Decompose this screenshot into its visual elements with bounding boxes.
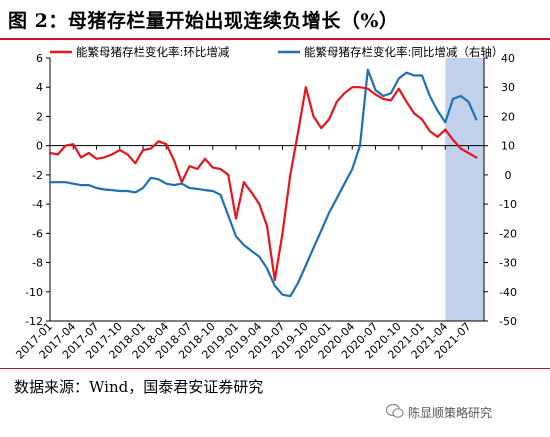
wechat-icon — [386, 403, 404, 418]
right-tick-label: 40 — [501, 52, 515, 65]
shaded-region — [445, 58, 484, 321]
right-tick-label: -50 — [499, 315, 517, 328]
right-tick-label: 10 — [501, 140, 515, 153]
shaded-region-layer — [445, 58, 484, 321]
series-line-left — [48, 86, 478, 282]
left-tick-label: 0 — [36, 140, 43, 153]
right-tick-label: -40 — [499, 286, 517, 299]
legend-label: 能繁母猪存栏变化率:同比增减（右轴） — [304, 45, 503, 59]
right-tick-label: -30 — [499, 257, 517, 270]
right-tick-label: -20 — [499, 227, 517, 240]
legend-label: 能繁母猪存栏变化率:环比增减 — [76, 45, 230, 59]
right-tick-label: 0 — [505, 169, 512, 182]
left-tick-label: -10 — [25, 286, 43, 299]
left-tick-label: -2 — [32, 169, 43, 182]
source-text: 数据来源：Wind，国泰君安证券研究 — [14, 378, 264, 396]
source-rule — [0, 368, 550, 369]
chart: 6420-2-4-6-8-10-12403020100-10-20-30-40-… — [13, 45, 517, 362]
watermark-text: 陈显顺策略研究 — [408, 406, 493, 420]
right-tick-label: 20 — [501, 110, 515, 123]
left-tick-label: -12 — [25, 315, 43, 328]
title-rule — [0, 38, 550, 40]
left-tick-label: 6 — [36, 52, 43, 65]
series-layer — [48, 68, 478, 298]
right-tick-label: 30 — [501, 81, 515, 94]
chart-title: 图 2：母猪存栏量开始出现连续负增长（%） — [8, 10, 399, 32]
left-tick-label: -6 — [32, 227, 43, 240]
left-tick-label: -8 — [32, 257, 43, 270]
left-tick-label: -4 — [32, 198, 43, 211]
legend: 能繁母猪存栏变化率:环比增减 能繁母猪存栏变化率:同比增减（右轴） — [50, 45, 503, 59]
axis-layer: 6420-2-4-6-8-10-12403020100-10-20-30-40-… — [13, 52, 517, 362]
series-line-right — [48, 68, 478, 298]
left-tick-label: 4 — [36, 81, 43, 94]
right-tick-label: -10 — [499, 198, 517, 211]
left-tick-label: 2 — [36, 110, 43, 123]
